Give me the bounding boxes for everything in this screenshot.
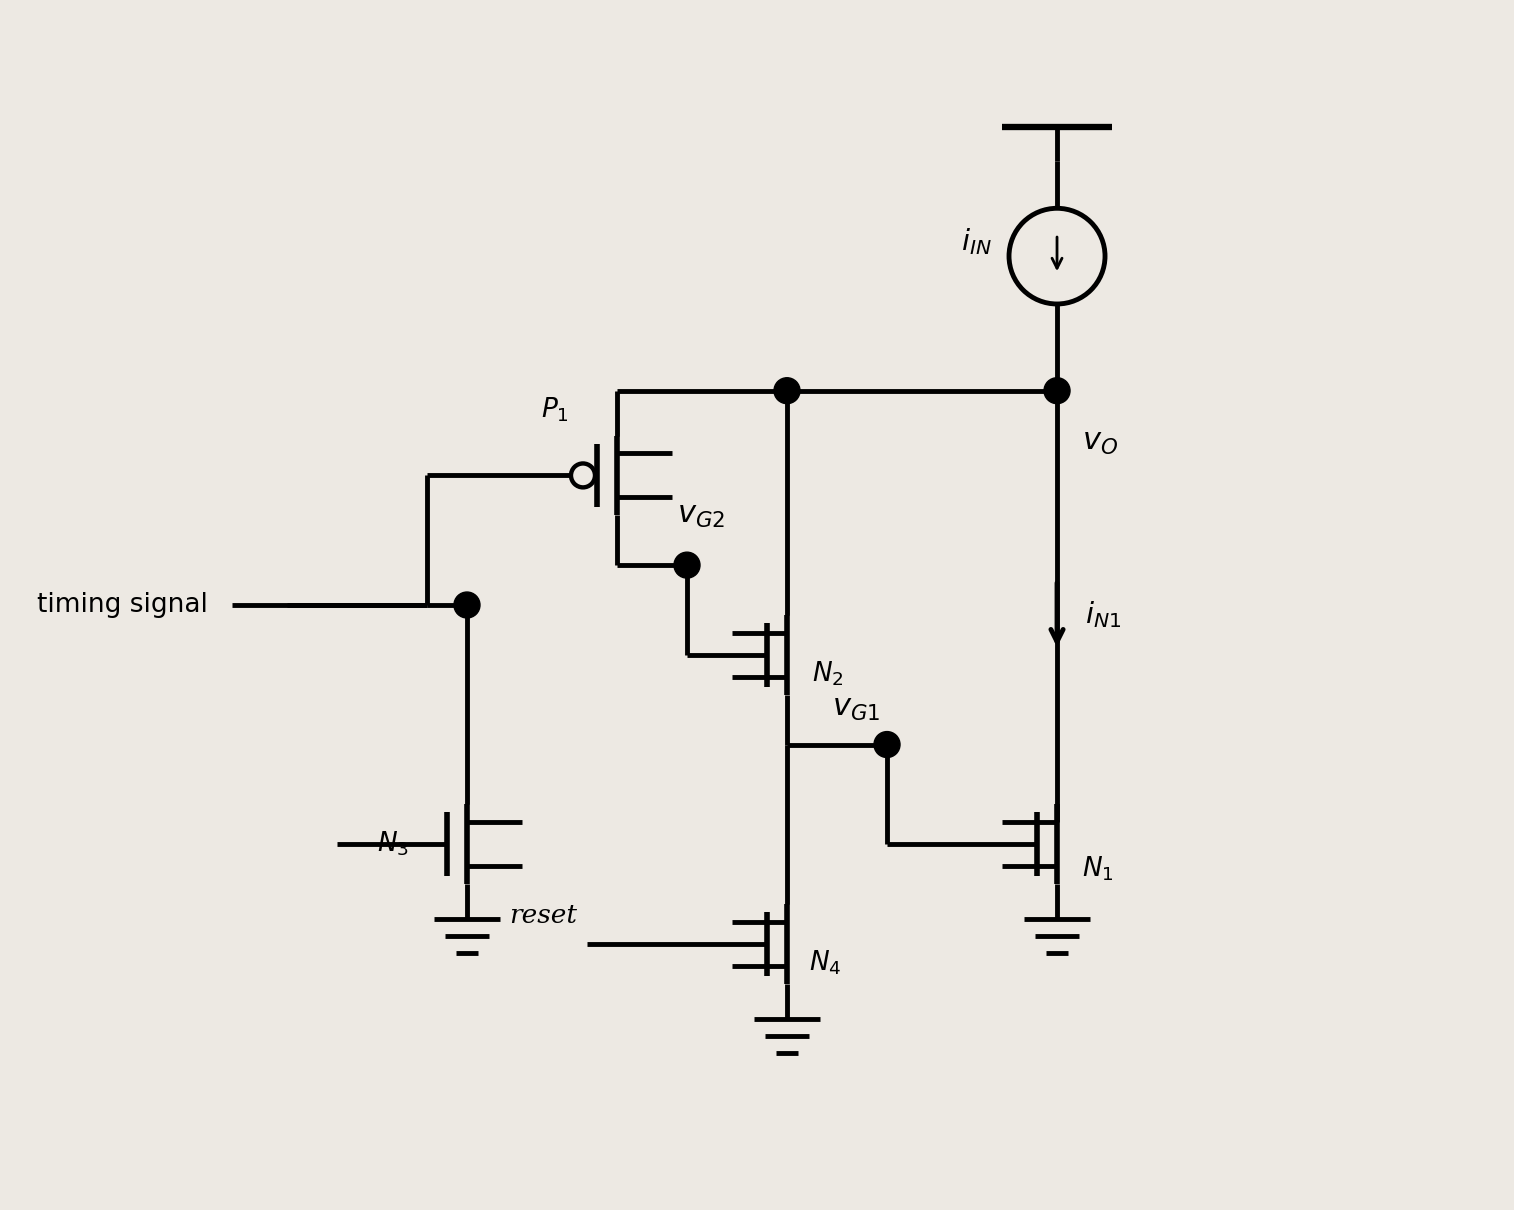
Text: reset: reset bbox=[509, 904, 577, 928]
Text: $v_{G1}$: $v_{G1}$ bbox=[833, 692, 880, 722]
Text: $N_4$: $N_4$ bbox=[808, 949, 842, 978]
Text: timing signal: timing signal bbox=[36, 592, 207, 618]
Circle shape bbox=[674, 552, 699, 578]
Circle shape bbox=[454, 592, 480, 618]
Circle shape bbox=[1045, 378, 1070, 404]
Text: $i_{N1}$: $i_{N1}$ bbox=[1086, 600, 1122, 630]
Text: $N_2$: $N_2$ bbox=[812, 659, 843, 688]
Text: $P_1$: $P_1$ bbox=[540, 396, 569, 424]
Text: $v_{G2}$: $v_{G2}$ bbox=[677, 500, 725, 530]
Text: $v_O$: $v_O$ bbox=[1083, 426, 1117, 456]
Text: $N_3$: $N_3$ bbox=[377, 830, 409, 858]
Text: $N_1$: $N_1$ bbox=[1083, 854, 1114, 882]
Circle shape bbox=[874, 732, 899, 757]
Circle shape bbox=[774, 378, 799, 404]
Text: $i_{IN}$: $i_{IN}$ bbox=[961, 226, 992, 257]
